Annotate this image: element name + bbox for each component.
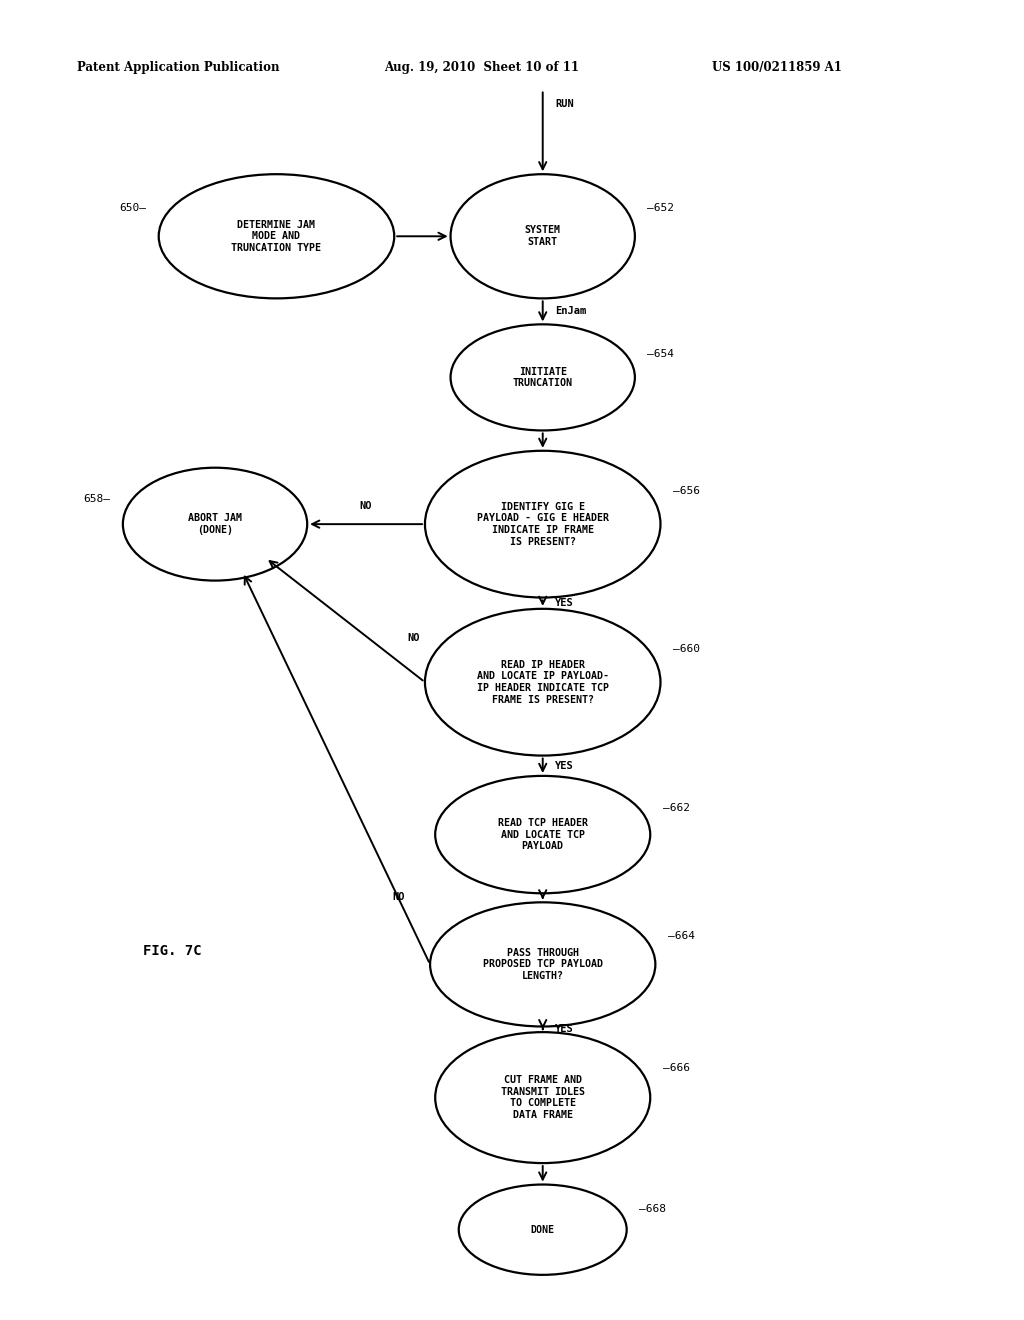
Text: YES: YES bbox=[555, 598, 573, 609]
Text: —668: —668 bbox=[639, 1204, 666, 1214]
Text: DETERMINE JAM
MODE AND
TRUNCATION TYPE: DETERMINE JAM MODE AND TRUNCATION TYPE bbox=[231, 219, 322, 253]
Text: PASS THROUGH
PROPOSED TCP PAYLOAD
LENGTH?: PASS THROUGH PROPOSED TCP PAYLOAD LENGTH… bbox=[482, 948, 603, 981]
Text: EnJam: EnJam bbox=[555, 306, 587, 317]
Text: —654: —654 bbox=[647, 348, 674, 359]
Text: NO: NO bbox=[408, 632, 420, 643]
Text: IDENTIFY GIG E
PAYLOAD - GIG E HEADER
INDICATE IP FRAME
IS PRESENT?: IDENTIFY GIG E PAYLOAD - GIG E HEADER IN… bbox=[477, 502, 608, 546]
Text: —666: —666 bbox=[663, 1063, 689, 1073]
Text: RUN: RUN bbox=[555, 99, 573, 108]
Text: 658—: 658— bbox=[84, 494, 111, 504]
Text: US 100/0211859 A1: US 100/0211859 A1 bbox=[712, 61, 842, 74]
Text: CUT FRAME AND
TRANSMIT IDLES
TO COMPLETE
DATA FRAME: CUT FRAME AND TRANSMIT IDLES TO COMPLETE… bbox=[501, 1076, 585, 1119]
Ellipse shape bbox=[435, 776, 650, 894]
Text: —660: —660 bbox=[673, 644, 699, 655]
Text: —656: —656 bbox=[673, 486, 699, 496]
Text: —662: —662 bbox=[663, 803, 689, 813]
Text: DONE: DONE bbox=[530, 1225, 555, 1234]
Ellipse shape bbox=[159, 174, 394, 298]
Text: SYSTEM
START: SYSTEM START bbox=[524, 226, 561, 247]
Ellipse shape bbox=[459, 1184, 627, 1275]
Text: YES: YES bbox=[555, 760, 573, 771]
Text: Patent Application Publication: Patent Application Publication bbox=[77, 61, 280, 74]
Ellipse shape bbox=[451, 325, 635, 430]
Ellipse shape bbox=[435, 1032, 650, 1163]
Text: INITIATE
TRUNCATION: INITIATE TRUNCATION bbox=[513, 367, 572, 388]
Ellipse shape bbox=[425, 450, 660, 598]
Text: 650—: 650— bbox=[120, 203, 146, 214]
Text: Aug. 19, 2010  Sheet 10 of 11: Aug. 19, 2010 Sheet 10 of 11 bbox=[384, 61, 579, 74]
Text: READ IP HEADER
AND LOCATE IP PAYLOAD-
IP HEADER INDICATE TCP
FRAME IS PRESENT?: READ IP HEADER AND LOCATE IP PAYLOAD- IP… bbox=[477, 660, 608, 705]
Ellipse shape bbox=[451, 174, 635, 298]
Ellipse shape bbox=[425, 609, 660, 755]
Text: —652: —652 bbox=[647, 203, 674, 214]
Ellipse shape bbox=[430, 903, 655, 1027]
Text: NO: NO bbox=[392, 892, 404, 903]
Text: ABORT JAM
(DONE): ABORT JAM (DONE) bbox=[188, 513, 242, 535]
Text: YES: YES bbox=[555, 1024, 573, 1035]
Text: READ TCP HEADER
AND LOCATE TCP
PAYLOAD: READ TCP HEADER AND LOCATE TCP PAYLOAD bbox=[498, 818, 588, 851]
Text: NO: NO bbox=[359, 500, 373, 511]
Text: FIG. 7C: FIG. 7C bbox=[143, 944, 202, 958]
Text: —664: —664 bbox=[668, 932, 694, 941]
Ellipse shape bbox=[123, 467, 307, 581]
